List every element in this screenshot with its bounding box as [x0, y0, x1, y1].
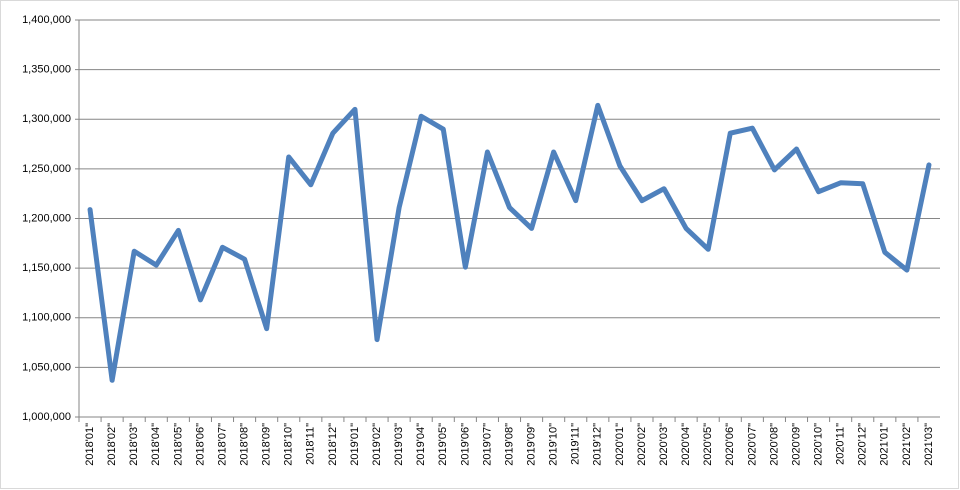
- x-tick-label: 2019'11": [570, 423, 582, 465]
- x-tick-label: 2021'02": [901, 423, 913, 466]
- x-tick-label: 2018'06": [194, 423, 206, 466]
- x-tick-label: 2019'05": [437, 423, 449, 466]
- y-tick-label: 1,400,000: [22, 14, 71, 26]
- x-tick-label: 2018'11": [305, 423, 317, 465]
- x-tick-label: 2020'03": [658, 423, 670, 466]
- x-tick-label: 2020'11": [835, 423, 847, 465]
- y-tick-label: 1,150,000: [22, 262, 71, 274]
- x-tick-label: 2019'01": [349, 423, 361, 466]
- y-tick-label: 1,300,000: [22, 113, 71, 125]
- x-tick-label: 2019'12": [592, 423, 604, 466]
- x-tick-label: 2020'10": [812, 423, 824, 466]
- x-tick-label: 2019'04": [415, 423, 427, 466]
- x-tick-label: 2020'01": [614, 423, 626, 466]
- x-tick-label: 2018'01": [84, 423, 96, 466]
- x-tick-label: 2020'02": [636, 423, 648, 466]
- y-tick-label: 1,250,000: [22, 163, 71, 175]
- y-tick-label: 1,000,000: [22, 411, 71, 423]
- x-tick-label: 2018'03": [128, 423, 140, 466]
- x-tick-label: 2018'08": [238, 423, 250, 466]
- x-tick-label: 2018'10": [283, 423, 295, 466]
- x-tick-label: 2020'09": [790, 423, 802, 466]
- x-tick-label: 2020'07": [746, 423, 758, 466]
- data-line: [87, 102, 932, 383]
- y-tick-label: 1,200,000: [22, 212, 71, 224]
- x-tick-label: 2018'02": [106, 423, 118, 466]
- x-tick-label: 2019'03": [393, 423, 405, 466]
- x-tick-label: 2021'03": [923, 423, 935, 466]
- y-tick-label: 1,350,000: [22, 64, 71, 76]
- x-tick-label: 2018'04": [150, 423, 162, 466]
- x-tick-label: 2018'07": [216, 423, 228, 466]
- x-tick-label: 2019'08": [503, 423, 515, 466]
- x-tick-label: 2020'12": [857, 423, 869, 466]
- x-tick-label: 2019'10": [548, 423, 560, 466]
- x-tick-label: 2018'05": [172, 423, 184, 466]
- x-tick-label: 2018'12": [327, 423, 339, 466]
- x-tick-label: 2019'02": [371, 423, 383, 466]
- x-tick-label: 2020'08": [768, 423, 780, 466]
- y-tick-label: 1,050,000: [22, 361, 71, 373]
- x-tick-label: 2019'07": [481, 423, 493, 466]
- x-tick-label: 2019'09": [525, 423, 537, 466]
- x-tick-label: 2018'09": [261, 423, 273, 466]
- x-tick-label: 2021'01": [879, 423, 891, 466]
- y-tick-label: 1,100,000: [22, 312, 71, 324]
- x-tick-label: 2020'04": [680, 423, 692, 466]
- x-tick-label: 2019'06": [459, 423, 471, 466]
- x-tick-label: 2020'05": [702, 423, 714, 466]
- x-tick-label: 2020'06": [724, 423, 736, 466]
